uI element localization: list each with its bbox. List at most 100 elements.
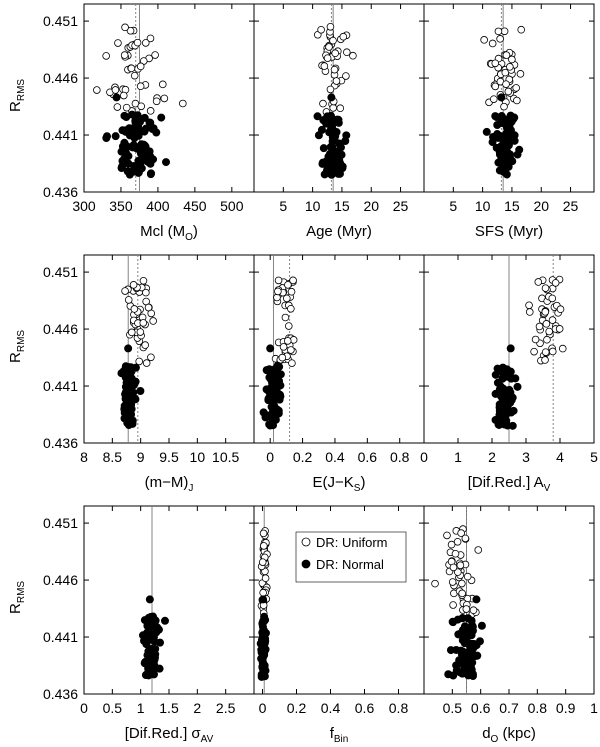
data-point-uniform-mcl [179,99,187,108]
x-tick-label-av: 1 [454,449,462,465]
panel-frame-sfs [423,3,595,193]
data-point-normal-mcl [146,152,155,161]
data-point-uniform-mcl [119,91,128,100]
data-point-uniform-sfs [496,35,504,43]
x-tick-label-dist: 1 [590,700,598,716]
data-point-normal-sfs [482,127,491,136]
data-point-normal-ejk [264,396,273,405]
data-point-normal-mcl [148,125,157,134]
data-point-uniform-dm [149,317,157,325]
data-point-normal-mcl [140,127,149,136]
data-point-normal-mcl [134,168,143,177]
x-tick-label-dm: 8.5 [103,449,123,465]
data-point-normal-av [509,406,518,415]
data-point-uniform-mcl [122,103,131,112]
data-point-normal-dist [466,639,475,648]
data-point-uniform-dist [449,563,458,572]
x-tick-label-mcl: 350 [109,198,133,214]
data-point-uniform-dm [144,303,153,312]
data-point-normal-mcl [131,116,140,125]
data-point-uniform-fbin [260,542,268,550]
data-point-uniform-dist [457,529,465,537]
y-tick-label: 0.441 [43,127,78,143]
data-point-uniform-age [326,85,335,94]
data-point-uniform-sfs [508,55,516,64]
data-point-normal-sigav [160,616,169,625]
data-point-normal-age [318,158,327,167]
x-tick-label-mcl: 450 [183,198,207,214]
data-point-normal-dist [477,621,486,630]
x-axis-label-dm: (m−M)J [145,474,194,494]
data-point-uniform-sfs [480,36,488,44]
x-tick-label-dist: 0.7 [499,700,519,716]
x-tick-label-ejk: 0.8 [390,449,410,465]
data-point-normal-dm [124,419,133,428]
x-tick-label-age: 20 [363,198,379,214]
data-point-uniform-mcl [160,94,169,103]
data-point-uniform-sfs [500,102,508,111]
data-point-normal-age [336,143,345,152]
panel-frame-dm [83,254,255,444]
data-point-normal-dm [136,386,145,395]
data-point-uniform-av [558,344,567,353]
y-tick-label: 0.451 [43,264,78,280]
data-point-uniform-dm [135,357,144,366]
data-point-normal-age [317,125,326,134]
legend-marker [301,559,311,569]
y-tick-label: 0.451 [43,515,78,531]
data-point-uniform-mcl [141,39,150,47]
data-point-normal-sfs [502,170,511,179]
data-point-normal-age [327,93,336,102]
y-tick-label: 0.451 [43,13,78,29]
data-point-normal-sfs [497,112,506,121]
data-point-uniform-ejk [287,287,296,296]
data-point-normal-av [506,388,515,397]
data-point-normal-mcl [111,132,120,141]
x-tick-label-ejk: 0.2 [293,449,313,465]
x-tick-label-dm: 10 [190,449,206,465]
data-point-uniform-dm [124,296,133,304]
x-tick-label-sfs: 5 [449,198,457,214]
data-point-uniform-sfs [513,96,521,105]
data-point-uniform-av [556,305,565,314]
data-point-uniform-sfs [490,95,498,103]
data-point-uniform-ejk [274,287,282,296]
data-point-uniform-dist [461,534,470,543]
data-point-normal-av [513,382,522,391]
data-point-uniform-av [548,316,557,324]
data-point-uniform-mcl [136,62,145,71]
data-point-uniform-dist [474,546,483,554]
data-point-uniform-fbin [261,574,270,582]
x-tick-label-dist: 0.5 [443,700,463,716]
data-point-normal-mcl [127,167,136,176]
data-point-uniform-av [534,278,543,286]
data-point-uniform-av [530,347,538,356]
x-tick-label-mcl: 400 [146,198,170,214]
y-axis-label: RRMS [7,79,27,112]
x-tick-label-sigav: 0 [80,700,88,716]
data-point-normal-fbin [260,617,269,626]
data-point-uniform-mcl [102,52,110,60]
data-point-normal-age [332,162,341,171]
data-point-uniform-dm [127,328,136,337]
x-tick-label-dm: 9.5 [159,449,179,465]
data-point-normal-mcl [128,143,137,152]
data-point-uniform-dist [469,606,478,615]
x-tick-label-av: 2 [488,449,496,465]
data-point-uniform-age [336,104,345,113]
panel-frame-sigav [83,505,255,695]
data-point-uniform-dm [142,359,151,367]
x-tick-label-fbin: 0.6 [355,700,375,716]
data-point-normal-dm [131,363,140,372]
y-tick-label: 0.436 [43,435,78,451]
x-tick-label-age: 25 [393,198,409,214]
data-point-normal-mcl [117,147,126,156]
data-point-uniform-av [555,325,564,333]
data-point-uniform-av [535,322,544,331]
y-axis-label: RRMS [7,581,27,614]
data-point-uniform-ejk [283,294,291,303]
data-point-uniform-age [342,72,350,80]
x-tick-label-sfs: 10 [475,198,491,214]
data-point-uniform-av [542,320,551,328]
data-point-uniform-av [541,356,549,364]
